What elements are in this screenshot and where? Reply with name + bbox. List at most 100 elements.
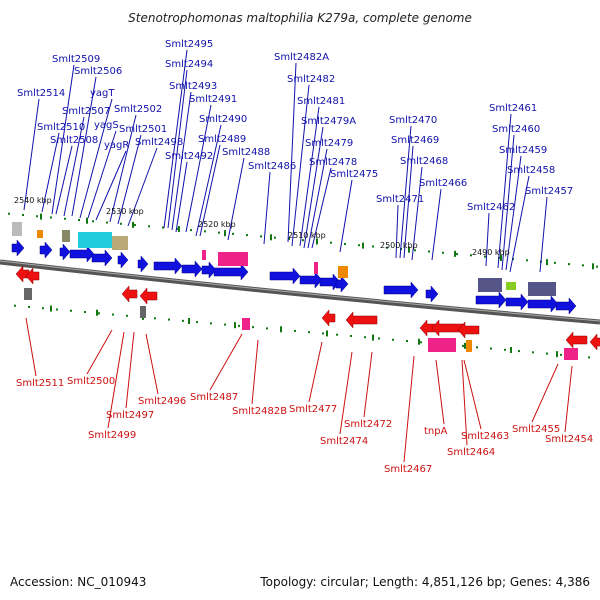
gene-label-smlt2499[interactable]: Smlt2499 [88,430,136,441]
feature-box-orange[interactable] [37,230,43,238]
gene-label-yagt[interactable]: yagT [90,88,115,99]
gene-label-smlt2482a[interactable]: Smlt2482A [274,52,329,63]
gene-label-smlt2501[interactable]: Smlt2501 [119,124,167,135]
gene-label-smlt2502[interactable]: Smlt2502 [114,104,162,115]
gene-label-smlt2477[interactable]: Smlt2477 [289,404,337,415]
forward-gene-arrow[interactable] [11,239,25,257]
gene-label-smlt2511[interactable]: Smlt2511 [16,378,64,389]
gene-label-smlt2492[interactable]: Smlt2492 [165,151,213,162]
gene-label-smlt2455[interactable]: Smlt2455 [512,424,560,435]
forward-gene-arrow[interactable] [505,293,529,311]
feature-box-green[interactable] [506,282,516,290]
gene-label-smlt2482[interactable]: Smlt2482 [287,74,335,85]
forward-gene-arrow[interactable] [269,267,301,285]
gene-label-smlt2470[interactable]: Smlt2470 [389,115,437,126]
gene-label-smlt2507[interactable]: Smlt2507 [62,106,110,117]
feature-box-cyan[interactable] [78,232,112,248]
gene-label-smlt2496[interactable]: Smlt2496 [138,396,186,407]
forward-gene-arrow[interactable] [153,257,183,275]
gene-label-smlt2472[interactable]: Smlt2472 [344,419,392,430]
feature-box-olive[interactable] [62,230,70,242]
gene-label-smlt2495[interactable]: Smlt2495 [165,39,213,50]
forward-gene-arrow[interactable] [181,260,203,278]
forward-gene-arrow[interactable] [201,261,217,279]
gene-label-smlt2514[interactable]: Smlt2514 [17,88,65,99]
feature-box-grey[interactable] [12,222,22,236]
gene-label-smlt2464[interactable]: Smlt2464 [447,447,495,458]
gene-label-smlt2490[interactable]: Smlt2490 [199,114,247,125]
forward-gene-arrow[interactable] [39,241,53,259]
gene-label-smlt2482b[interactable]: Smlt2482B [232,406,287,417]
gene-label-smlt2466[interactable]: Smlt2466 [419,178,467,189]
reverse-gene-arrow[interactable] [25,267,40,285]
gene-label-smlt2475[interactable]: Smlt2475 [330,169,378,180]
reverse-gene-arrow[interactable] [457,321,480,339]
gene-label-yags[interactable]: yagS [94,120,119,131]
forward-gene-arrow[interactable] [91,249,113,267]
feature-box-grey[interactable] [140,306,146,318]
gene-label-smlt2487[interactable]: Smlt2487 [190,392,238,403]
feature-box-magenta[interactable] [242,318,250,330]
reverse-gene-arrow[interactable] [121,285,138,303]
forward-gene-arrow[interactable] [299,271,323,289]
gene-label-smlt2489[interactable]: Smlt2489 [198,134,246,145]
feature-box-slate[interactable] [528,282,556,296]
forward-gene-arrow[interactable] [383,281,419,299]
feature-box-magenta-small[interactable] [314,262,318,274]
forward-gene-arrow[interactable] [117,251,129,269]
gene-label-smlt2462[interactable]: Smlt2462 [467,202,515,213]
feature-box-magenta[interactable] [564,348,578,360]
reverse-gene-arrow[interactable] [431,319,464,337]
reverse-gene-arrow[interactable] [345,311,378,329]
gene-label-smlt2471[interactable]: Smlt2471 [376,194,424,205]
gene-label-smlt2500[interactable]: Smlt2500 [67,376,115,387]
feature-box-slate[interactable] [478,278,502,292]
feature-box-grey[interactable] [24,288,32,300]
gene-label-smlt2493[interactable]: Smlt2493 [169,81,217,92]
feature-box-tan[interactable] [112,236,128,250]
gene-label-tnpa[interactable]: tnpA [424,426,448,437]
forward-gene-arrow[interactable] [59,243,71,261]
gene-label-smlt2467[interactable]: Smlt2467 [384,464,432,475]
gene-label-smlt2498[interactable]: Smlt2498 [135,137,183,148]
gene-label-yagr[interactable]: yagR [104,140,129,151]
gene-label-smlt2491[interactable]: Smlt2491 [189,94,237,105]
gene-label-smlt2479[interactable]: Smlt2479 [305,138,353,149]
gene-label-smlt2469[interactable]: Smlt2469 [391,135,439,146]
forward-gene-arrow[interactable] [335,275,349,293]
reverse-gene-arrow[interactable] [321,309,336,327]
feature-box-orange[interactable] [338,266,348,278]
gene-label-smlt2486[interactable]: Smlt2486 [248,161,296,172]
gene-label-smlt2468[interactable]: Smlt2468 [400,156,448,167]
forward-gene-arrow[interactable] [137,255,149,273]
gene-label-smlt2458[interactable]: Smlt2458 [507,165,555,176]
gene-label-smlt2510[interactable]: Smlt2510 [37,122,85,133]
reverse-gene-arrow[interactable] [139,287,158,305]
forward-gene-arrow[interactable] [475,291,507,309]
feature-box-magenta[interactable] [218,252,248,266]
forward-gene-arrow[interactable] [213,263,249,281]
feature-box-orange[interactable] [466,340,472,352]
forward-gene-arrow[interactable] [425,285,439,303]
reverse-gene-arrow[interactable] [15,265,30,283]
gene-label-smlt2454[interactable]: Smlt2454 [545,434,593,445]
gene-label-smlt2479a[interactable]: Smlt2479A [301,116,356,127]
gene-label-smlt2508[interactable]: Smlt2508 [50,135,98,146]
feature-box-magenta[interactable] [428,338,456,352]
gene-label-smlt2506[interactable]: Smlt2506 [74,66,122,77]
gene-label-smlt2494[interactable]: Smlt2494 [165,59,213,70]
forward-gene-arrow[interactable] [555,297,577,315]
feature-box-magenta-small[interactable] [202,250,206,260]
gene-label-smlt2488[interactable]: Smlt2488 [222,147,270,158]
gene-label-smlt2509[interactable]: Smlt2509 [52,54,100,65]
forward-gene-arrow[interactable] [527,295,559,313]
gene-label-smlt2460[interactable]: Smlt2460 [492,124,540,135]
gene-label-smlt2478[interactable]: Smlt2478 [309,157,357,168]
gene-label-smlt2457[interactable]: Smlt2457 [525,186,573,197]
gene-label-smlt2461[interactable]: Smlt2461 [489,103,537,114]
forward-gene-arrow[interactable] [69,245,95,263]
gene-label-smlt2474[interactable]: Smlt2474 [320,436,368,447]
gene-label-smlt2497[interactable]: Smlt2497 [106,410,154,421]
gene-label-smlt2459[interactable]: Smlt2459 [499,145,547,156]
gene-label-smlt2463[interactable]: Smlt2463 [461,431,509,442]
